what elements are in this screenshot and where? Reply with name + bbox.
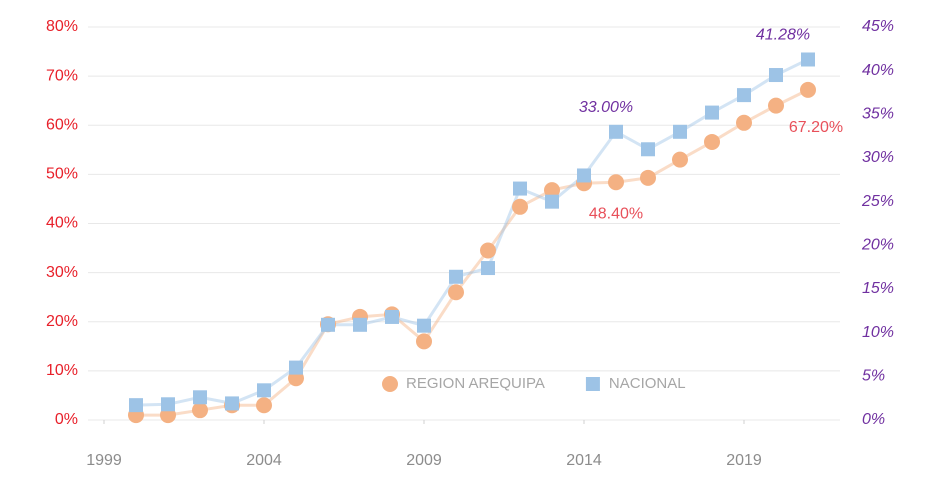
legend-marker	[382, 376, 398, 392]
marker	[449, 269, 463, 284]
marker	[481, 261, 495, 276]
y2-tick-label: 25%	[861, 193, 894, 210]
y-tick-label: 80%	[46, 18, 78, 35]
marker	[480, 242, 496, 259]
marker	[704, 133, 720, 150]
x-tick-label: 1999	[86, 452, 122, 469]
y-tick-label: 20%	[46, 313, 78, 330]
marker	[353, 317, 367, 332]
data-label: 33.00%	[579, 99, 633, 116]
y-tick-label: 0%	[55, 411, 78, 428]
x-tick-label: 2019	[726, 452, 762, 469]
marker	[512, 198, 528, 215]
y-tick-label: 10%	[46, 362, 78, 379]
marker	[257, 383, 271, 398]
y2-tick-label: 5%	[862, 368, 885, 385]
marker	[673, 124, 687, 139]
y2-tick-label: 35%	[862, 106, 894, 123]
marker	[545, 194, 559, 209]
marker	[801, 52, 815, 67]
marker	[769, 68, 783, 83]
y-tick-label: 40%	[46, 215, 78, 232]
x-tick-label: 2004	[246, 452, 282, 469]
marker	[640, 169, 656, 186]
legend-label: NACIONAL	[609, 375, 686, 392]
marker	[385, 309, 399, 324]
y2-tick-label: 45%	[862, 18, 894, 35]
series-line	[136, 88, 809, 417]
marker	[256, 397, 272, 414]
y2-tick-label: 40%	[862, 62, 894, 79]
marker	[608, 174, 624, 191]
marker	[192, 402, 208, 419]
marker	[672, 151, 688, 168]
marker	[577, 168, 591, 183]
marker	[129, 398, 143, 413]
marker	[321, 317, 335, 332]
x-tick-label: 2014	[566, 452, 602, 469]
legend-label: REGION AREQUIPA	[406, 375, 545, 392]
y2-tick-label: 0%	[862, 411, 885, 428]
marker	[544, 182, 560, 199]
y2-tick-label: 20%	[861, 237, 894, 254]
y2-tick-label: 30%	[862, 149, 894, 166]
marker	[768, 97, 784, 114]
marker	[513, 181, 527, 196]
marker	[448, 284, 464, 301]
y-tick-label: 30%	[46, 264, 78, 281]
x-tick-label: 2009	[406, 452, 442, 469]
marker	[736, 114, 752, 131]
marker	[417, 318, 431, 333]
data-label: 48.40%	[589, 205, 643, 222]
marker	[225, 396, 239, 411]
marker	[289, 360, 303, 375]
y-tick-label: 70%	[46, 67, 78, 84]
legend-marker	[585, 377, 600, 391]
data-label: 67.20%	[789, 119, 843, 136]
marker	[161, 397, 175, 412]
marker	[800, 81, 816, 98]
marker	[641, 142, 655, 157]
marker	[193, 390, 207, 405]
y-tick-label: 50%	[46, 166, 78, 183]
marker	[416, 333, 432, 350]
marker	[705, 105, 719, 120]
marker	[609, 124, 623, 139]
y2-tick-label: 10%	[862, 324, 894, 341]
y2-tick-label: 15%	[862, 280, 894, 297]
series-line	[135, 58, 809, 407]
data-label: 41.28%	[756, 27, 810, 44]
marker	[737, 88, 751, 103]
y-tick-label: 60%	[46, 116, 78, 133]
